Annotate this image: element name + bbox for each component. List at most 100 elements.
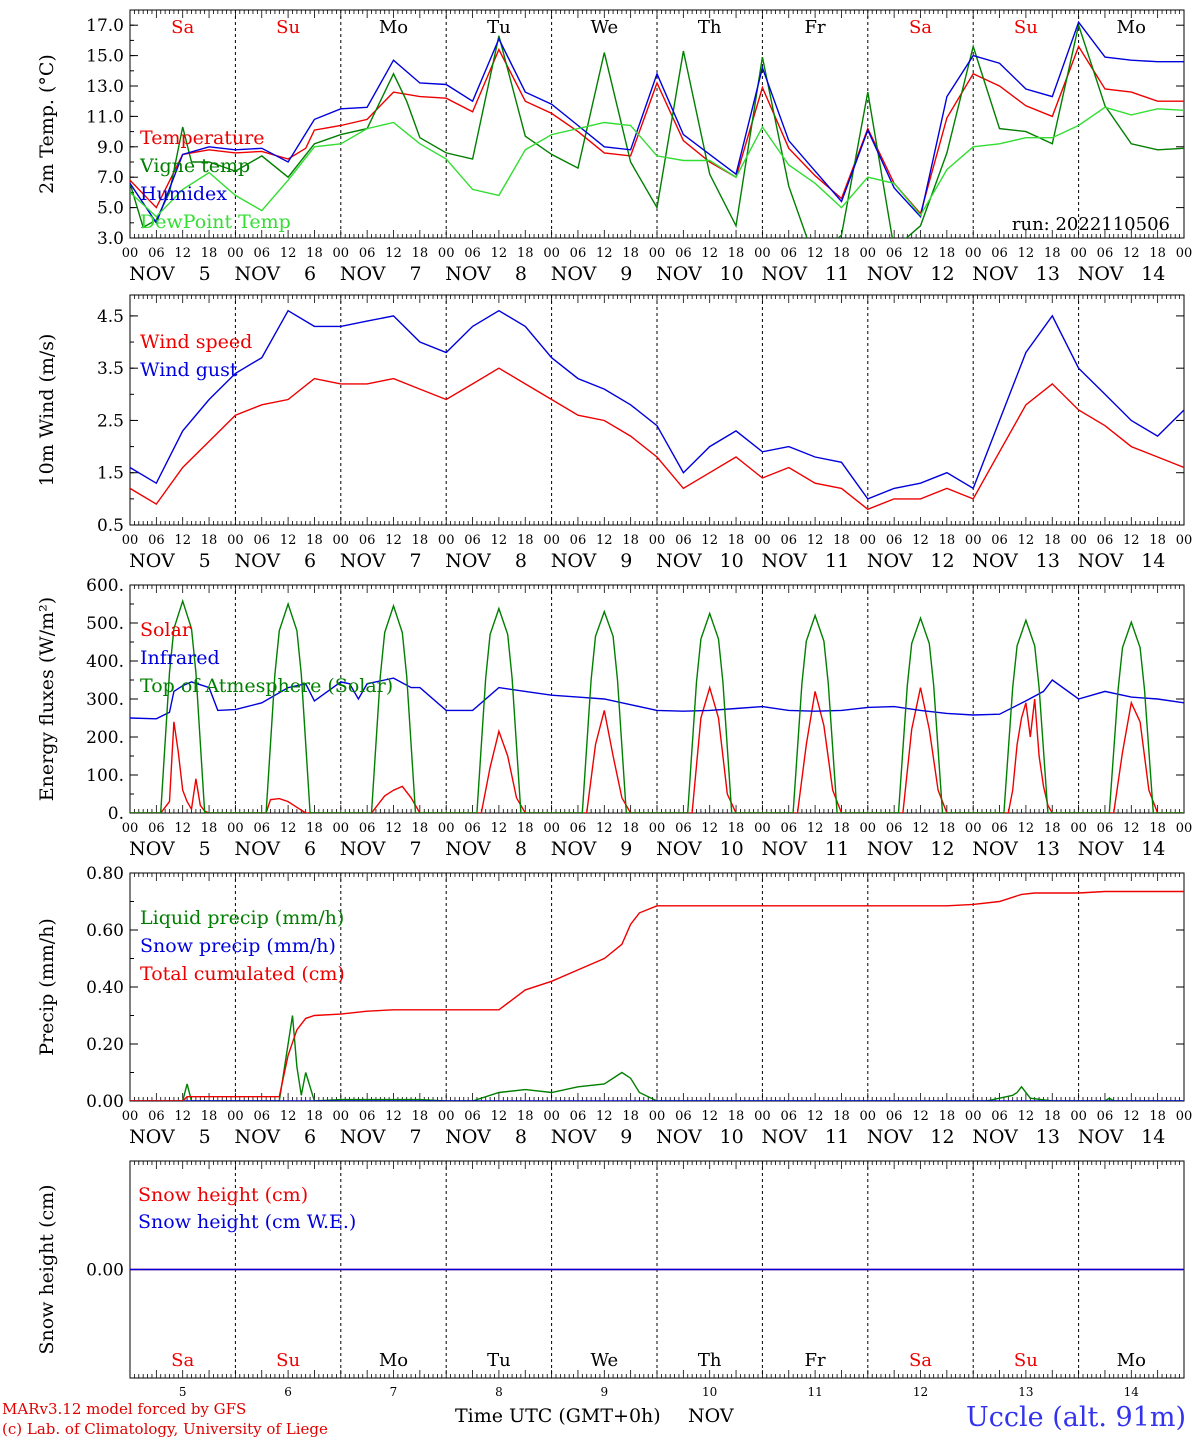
date-month-label: NOV xyxy=(445,550,491,572)
date-day-label: 9 xyxy=(620,550,632,572)
date-month-label: NOV xyxy=(129,263,175,285)
hour-tick-label: 18 xyxy=(939,533,956,548)
hour-tick-label: 00 xyxy=(860,533,877,548)
date-day-label: 6 xyxy=(304,838,316,860)
date-day-label: 14 xyxy=(1141,838,1165,860)
y-tick-label: 9.0 xyxy=(97,138,124,158)
date-month-label: NOV xyxy=(235,1126,281,1148)
hour-tick-label: 12 xyxy=(280,1109,297,1124)
hour-tick-label: 00 xyxy=(754,1109,771,1124)
hour-tick-label: 18 xyxy=(306,533,323,548)
hour-tick-label: 12 xyxy=(1018,821,1035,836)
hour-tick-label: 12 xyxy=(1123,533,1140,548)
date-month-label: NOV xyxy=(445,263,491,285)
hour-tick-label: 00 xyxy=(227,821,244,836)
date-day-label: 5 xyxy=(199,550,211,572)
model-credit: MARv3.12 model forced by GFS xyxy=(2,1400,247,1418)
hour-tick-label: 18 xyxy=(622,821,639,836)
hour-tick-label: 12 xyxy=(596,1109,613,1124)
day-number-label: 11 xyxy=(807,1385,822,1399)
hour-tick-label: 18 xyxy=(1044,246,1061,261)
hour-tick-label: 12 xyxy=(385,246,402,261)
hour-tick-label: 12 xyxy=(701,1109,718,1124)
hour-tick-label: 12 xyxy=(912,533,929,548)
date-month-label: NOV xyxy=(762,263,808,285)
day-abbr-label: Sa xyxy=(171,17,194,38)
hour-tick-label: 06 xyxy=(1097,821,1114,836)
day-number-label: 10 xyxy=(702,1385,717,1399)
date-day-label: 14 xyxy=(1141,1126,1165,1148)
series-line-liquid-precip-mm-h- xyxy=(130,1015,1184,1101)
hour-tick-label: 00 xyxy=(438,1109,455,1124)
legend-entry: Humidex xyxy=(140,183,227,205)
hour-tick-label: 00 xyxy=(122,533,139,548)
y-tick-label: 15.0 xyxy=(86,47,124,67)
y-tick-label: 100. xyxy=(86,766,124,786)
date-month-label: NOV xyxy=(867,838,913,860)
hour-tick-label: 00 xyxy=(649,246,666,261)
series-line-solar xyxy=(130,685,1184,813)
hour-tick-label: 12 xyxy=(807,533,824,548)
day-abbr-label: Mo xyxy=(379,17,408,38)
hour-tick-label: 18 xyxy=(1149,246,1166,261)
hour-tick-label: 00 xyxy=(649,1109,666,1124)
date-day-label: 11 xyxy=(825,263,849,285)
y-axis-label-precip: Precip (mm/h) xyxy=(36,918,58,1056)
legend-entry: Solar xyxy=(140,619,192,641)
hour-tick-label: 00 xyxy=(1070,821,1087,836)
series-line-total-cumulated-cm- xyxy=(130,890,1184,1101)
hour-tick-label: 06 xyxy=(675,1109,692,1124)
hour-tick-label: 18 xyxy=(517,821,534,836)
hour-tick-label: 06 xyxy=(359,821,376,836)
date-month-label: NOV xyxy=(867,263,913,285)
hour-tick-label: 18 xyxy=(412,1109,429,1124)
hour-tick-label: 12 xyxy=(912,821,929,836)
hour-tick-label: 06 xyxy=(780,821,797,836)
date-day-label: 7 xyxy=(409,263,421,285)
day-number-label: 7 xyxy=(390,1385,398,1399)
hour-tick-label: 06 xyxy=(359,246,376,261)
hour-tick-label: 06 xyxy=(148,821,165,836)
hour-tick-label: 06 xyxy=(675,246,692,261)
date-month-label: NOV xyxy=(1078,263,1124,285)
series-line-top-of-atmesphere-solar- xyxy=(130,598,1184,813)
hour-tick-label: 06 xyxy=(1097,1109,1114,1124)
hour-tick-label: 06 xyxy=(570,533,587,548)
hour-tick-label: 18 xyxy=(622,533,639,548)
day-abbr-label: Tu xyxy=(487,1350,511,1371)
hour-tick-label: 06 xyxy=(464,1109,481,1124)
date-day-label: 13 xyxy=(1036,550,1060,572)
date-day-label: 9 xyxy=(620,838,632,860)
hour-tick-label: 06 xyxy=(253,533,270,548)
y-tick-label: 0.5 xyxy=(97,516,124,536)
date-day-label: 12 xyxy=(930,838,954,860)
date-month-label: NOV xyxy=(340,1126,386,1148)
day-abbr-label: Fr xyxy=(805,17,826,38)
date-day-label: 7 xyxy=(409,838,421,860)
hour-tick-label: 12 xyxy=(174,246,191,261)
date-month-label: NOV xyxy=(867,1126,913,1148)
day-abbr-label: Th xyxy=(698,1350,722,1371)
hour-tick-label: 06 xyxy=(991,821,1008,836)
hour-tick-label: 00 xyxy=(122,821,139,836)
hour-tick-label: 00 xyxy=(543,246,560,261)
y-tick-label: 17.0 xyxy=(86,16,124,36)
hour-tick-label: 00 xyxy=(438,246,455,261)
hour-tick-label: 12 xyxy=(385,821,402,836)
hour-tick-label: 06 xyxy=(148,533,165,548)
day-abbr-label: Mo xyxy=(379,1350,408,1371)
hour-tick-label: 18 xyxy=(833,1109,850,1124)
hour-tick-label: 00 xyxy=(1176,821,1193,836)
date-month-label: NOV xyxy=(340,263,386,285)
date-month-label: NOV xyxy=(656,1126,702,1148)
hour-tick-label: 00 xyxy=(1070,1109,1087,1124)
date-day-label: 11 xyxy=(825,838,849,860)
hour-tick-label: 06 xyxy=(675,533,692,548)
hour-tick-label: 12 xyxy=(1123,1109,1140,1124)
hour-tick-label: 12 xyxy=(596,821,613,836)
hour-tick-label: 00 xyxy=(122,1109,139,1124)
day-number-label: 5 xyxy=(179,1385,187,1399)
month-axis-label: NOV xyxy=(688,1405,734,1427)
hour-tick-label: 06 xyxy=(780,246,797,261)
hour-tick-label: 12 xyxy=(1018,246,1035,261)
